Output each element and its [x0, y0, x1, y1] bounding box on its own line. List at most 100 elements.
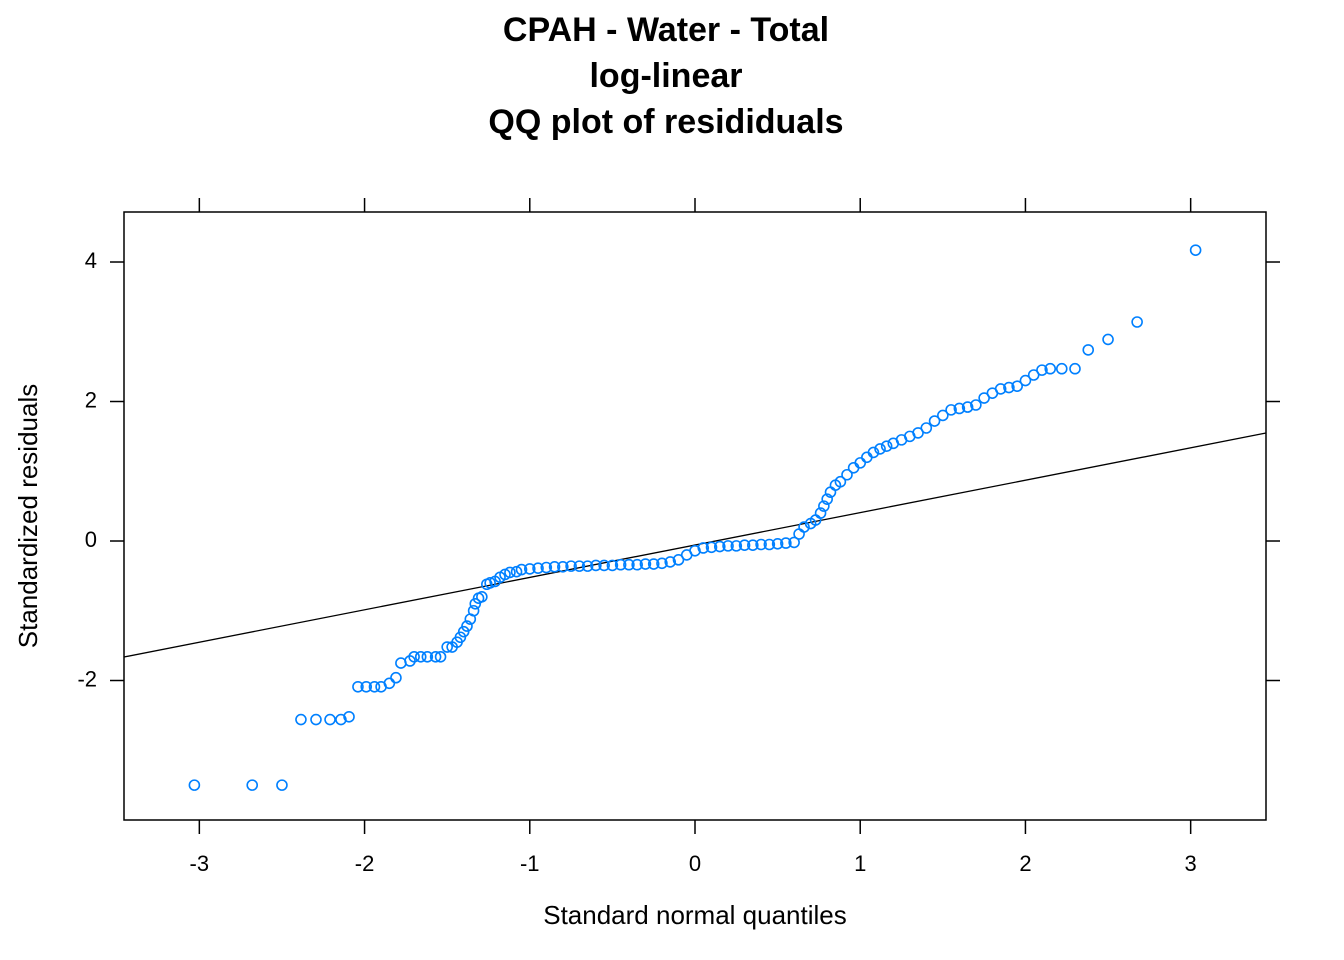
- data-point: [557, 561, 569, 573]
- data-point: [461, 620, 473, 632]
- data-point: [421, 650, 434, 663]
- data-point: [476, 591, 488, 603]
- data-point: [1055, 362, 1068, 375]
- data-point: [920, 422, 933, 434]
- data-point: [606, 559, 619, 572]
- data-point: [834, 475, 847, 488]
- data-point: [335, 713, 347, 726]
- data-point: [945, 404, 957, 416]
- data-point: [953, 402, 966, 415]
- data-point: [565, 560, 577, 572]
- data-point: [515, 563, 528, 576]
- data-point: [912, 427, 924, 439]
- data-point: [598, 559, 610, 572]
- data-point: [360, 680, 373, 693]
- data-point: [928, 415, 941, 427]
- data-point: [821, 493, 833, 505]
- data-point: [1011, 380, 1023, 392]
- x-tick-label: -2: [355, 851, 375, 876]
- plot-frame: [123, 211, 1267, 821]
- data-point: [1082, 344, 1095, 356]
- data-point: [623, 558, 635, 571]
- data-point: [383, 677, 396, 690]
- data-point: [755, 538, 767, 551]
- data-point: [780, 537, 792, 549]
- data-point: [469, 597, 482, 610]
- data-point: [1019, 374, 1032, 387]
- y-tick-label: 2: [85, 387, 97, 412]
- data-point: [1036, 364, 1048, 376]
- data-point: [573, 560, 586, 572]
- data-point: [722, 540, 734, 552]
- data-point: [818, 500, 830, 512]
- data-point: [994, 383, 1007, 395]
- data-point: [1044, 362, 1057, 375]
- data-point: [656, 557, 668, 570]
- data-point: [631, 558, 643, 571]
- data-point: [343, 710, 355, 723]
- data-point: [467, 604, 480, 617]
- data-point: [672, 554, 685, 566]
- data-point: [408, 650, 420, 663]
- x-tick-label: 1: [854, 851, 866, 876]
- data-point: [504, 566, 516, 579]
- data-point: [841, 468, 853, 481]
- data-point: [548, 561, 561, 573]
- data-point: [324, 713, 336, 726]
- data-point: [1131, 316, 1143, 328]
- data-point: [788, 536, 800, 549]
- data-point: [352, 680, 364, 693]
- data-point: [798, 521, 810, 533]
- data-point: [874, 443, 886, 455]
- data-point: [429, 650, 442, 663]
- data-point: [937, 409, 949, 422]
- data-point: [705, 541, 718, 554]
- data-point: [434, 650, 447, 663]
- data-point: [590, 559, 602, 572]
- data-point: [246, 779, 259, 791]
- data-point: [390, 671, 402, 684]
- data-point: [368, 680, 381, 693]
- data-point: [614, 558, 627, 571]
- data-point: [457, 625, 470, 638]
- data-point: [771, 537, 784, 550]
- data-point: [414, 650, 427, 663]
- x-tick-label: 2: [1019, 851, 1031, 876]
- y-tick-label: -2: [77, 666, 97, 691]
- x-axis-label: Standard normal quantiles: [543, 900, 847, 930]
- data-point: [867, 446, 880, 459]
- data-point: [738, 539, 751, 551]
- data-point: [639, 558, 652, 570]
- data-point: [1003, 381, 1015, 394]
- data-point: [814, 507, 827, 519]
- data-point: [188, 779, 201, 791]
- data-point: [763, 538, 776, 551]
- data-point: [1027, 369, 1040, 381]
- x-tick-label: -1: [520, 851, 540, 876]
- data-point: [697, 542, 710, 554]
- y-tick-label: 4: [85, 248, 97, 273]
- data-point: [961, 401, 974, 413]
- x-tick-label: -3: [190, 851, 210, 876]
- data-point: [441, 641, 453, 653]
- data-point: [276, 779, 288, 791]
- data-point: [1069, 362, 1081, 375]
- data-point: [1102, 333, 1114, 346]
- data-point: [484, 577, 496, 589]
- x-tick-label: 0: [689, 851, 701, 876]
- data-point: [581, 560, 594, 572]
- chart-title: QQ plot of resididuals: [488, 103, 843, 141]
- y-axis-label: Standardized residuals: [13, 384, 43, 649]
- data-point: [540, 561, 553, 574]
- data-point: [730, 540, 743, 552]
- data-point: [747, 539, 759, 551]
- data-point: [310, 713, 322, 726]
- data-point: [647, 558, 660, 570]
- chart-title: log-linear: [589, 57, 742, 95]
- data-point: [1189, 244, 1202, 256]
- data-point: [880, 440, 893, 452]
- data-point: [970, 399, 982, 411]
- data-point: [793, 528, 805, 540]
- data-point: [978, 392, 990, 404]
